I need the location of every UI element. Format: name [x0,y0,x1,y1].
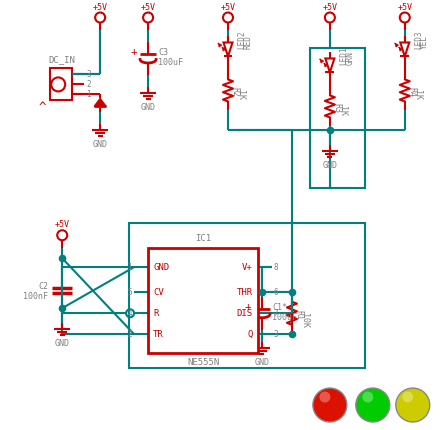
Text: 3: 3 [86,70,91,79]
Text: R3: R3 [332,103,341,114]
Text: C1*: C1* [272,303,287,312]
Text: 3: 3 [274,330,279,339]
Text: 100uF: 100uF [272,313,297,322]
Text: ^: ^ [39,101,46,114]
Text: GND: GND [93,140,108,149]
Text: C3: C3 [158,48,168,57]
Text: RED: RED [243,36,253,49]
Text: 1K: 1K [413,90,422,101]
Text: DIS: DIS [237,309,253,318]
Text: 7: 7 [274,309,279,318]
Text: GRN: GRN [345,52,354,65]
Text: R2: R2 [230,87,240,98]
Text: V+: V+ [242,263,253,272]
Text: +: + [244,302,251,312]
Text: 100uF: 100uF [158,58,183,67]
Text: 2: 2 [86,80,91,89]
Text: 2: 2 [128,330,132,339]
Text: 1K: 1K [338,106,347,117]
Text: Q: Q [248,330,253,339]
Text: C2: C2 [38,282,48,291]
Bar [148,248,258,353]
Text: LED1: LED1 [339,47,349,65]
Text: 1K: 1K [237,90,246,101]
Circle shape [313,388,347,422]
Bar [129,223,365,368]
Circle shape [319,392,330,402]
Text: GND: GND [323,161,337,170]
Text: CV: CV [153,288,164,297]
Text: NE555N: NE555N [187,358,219,367]
Text: +5V: +5V [220,3,236,12]
Text: THR: THR [237,288,253,297]
Text: TR: TR [153,330,164,339]
Text: GND: GND [254,358,269,367]
Text: 100nF: 100nF [23,292,48,301]
Text: 10K: 10K [301,313,310,328]
Text: +5V: +5V [397,3,412,12]
Text: DC_IN: DC_IN [48,55,75,64]
Text: +5V: +5V [55,220,70,229]
Text: LED2: LED2 [237,31,246,49]
Text: LED3: LED3 [414,31,423,49]
Text: +: + [130,47,137,58]
Bar [50,68,72,101]
Text: +5V: +5V [141,3,155,12]
Circle shape [396,388,430,422]
Text: YEL: YEL [420,36,429,49]
Text: 4: 4 [128,309,132,318]
Text: GND: GND [153,263,169,272]
Text: R1: R1 [294,310,303,320]
Text: R: R [153,309,159,318]
Circle shape [356,388,390,422]
Circle shape [362,392,373,402]
Text: +5V: +5V [93,3,108,12]
Bar [310,49,365,188]
Text: 6: 6 [274,288,279,297]
Polygon shape [94,98,106,106]
Text: +5V: +5V [323,3,337,12]
Text: IC1: IC1 [195,234,211,243]
Circle shape [402,392,413,402]
Text: GND: GND [55,339,70,348]
Text: GND: GND [141,103,155,112]
Text: R4: R4 [407,87,416,98]
Text: 1: 1 [128,263,132,272]
Text: 5: 5 [128,288,132,297]
Text: 8: 8 [274,263,279,272]
Text: 1: 1 [86,90,91,99]
